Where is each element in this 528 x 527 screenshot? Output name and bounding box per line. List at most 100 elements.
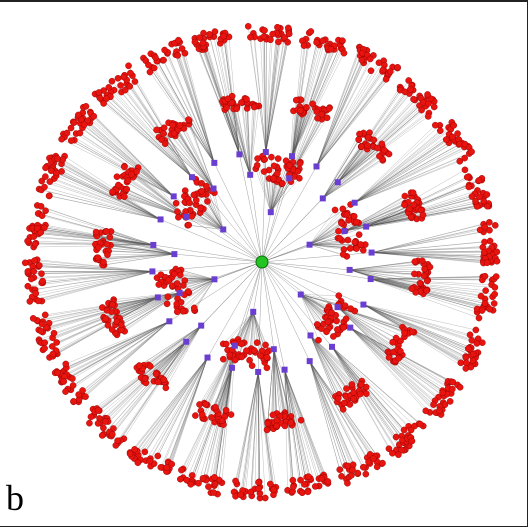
leaf-node: [175, 36, 182, 44]
edge: [110, 231, 175, 255]
leaf-node: [69, 375, 76, 382]
edge: [34, 260, 153, 272]
leaf-cluster-38: [153, 116, 193, 148]
edge: [344, 208, 410, 232]
leaf-node: [490, 300, 498, 307]
edge: [176, 203, 224, 230]
edge: [371, 229, 481, 253]
leaf-node: [178, 466, 185, 474]
hub-edge: [214, 162, 263, 263]
edge: [137, 357, 208, 460]
edge: [371, 252, 488, 263]
edge: [56, 175, 161, 220]
leaf-node: [347, 305, 354, 312]
leaf-node: [367, 67, 375, 75]
leaf-node: [358, 56, 366, 64]
leaf-node: [38, 270, 45, 278]
edge: [150, 357, 208, 467]
leaf-node: [114, 74, 122, 82]
leaf-node: [150, 64, 158, 72]
leaf-node: [127, 69, 134, 77]
edge: [265, 27, 289, 153]
edge: [349, 269, 415, 275]
edge: [54, 178, 161, 220]
edge: [33, 236, 154, 246]
leaf-node: [319, 37, 327, 44]
leaf-node: [411, 270, 418, 278]
edge: [85, 106, 174, 197]
leaf-node: [174, 208, 181, 215]
edge: [370, 278, 490, 310]
intermediate-node: [154, 294, 161, 301]
edge: [99, 97, 193, 178]
leaf-node: [192, 412, 199, 419]
leaf-node: [196, 401, 203, 408]
hub-edge: [174, 253, 263, 263]
edge-fan-8: [363, 304, 483, 369]
edge: [177, 55, 215, 163]
edge: [316, 67, 398, 167]
leaf-node: [95, 243, 102, 251]
leaf-node: [442, 136, 450, 143]
leaf-node: [114, 437, 121, 445]
edge: [309, 240, 343, 245]
leaf-node: [430, 401, 437, 408]
edge: [331, 346, 404, 451]
edge: [89, 341, 187, 424]
edge-fan-29: [349, 260, 430, 295]
edge: [149, 357, 208, 462]
leaf-node: [195, 479, 202, 487]
edge-fan-11: [309, 361, 383, 484]
edge: [371, 231, 484, 253]
edge: [371, 252, 498, 262]
edge: [273, 349, 281, 417]
intermediate-node: [211, 159, 218, 166]
edge: [239, 311, 254, 343]
leaf-node: [304, 488, 312, 496]
leaf-node: [261, 156, 268, 163]
edge: [344, 204, 414, 232]
leaf-node: [224, 95, 232, 103]
leaf-node: [90, 112, 98, 120]
edge-fan-2: [316, 47, 398, 167]
leaf-cluster-2: [356, 43, 401, 83]
leaf-node: [486, 305, 494, 313]
hub-edge: [173, 196, 263, 263]
edge: [183, 279, 215, 286]
edge: [310, 335, 354, 393]
leaf-node: [243, 95, 250, 103]
edge: [337, 306, 393, 343]
edge: [98, 253, 175, 260]
intermediate-node: [157, 216, 164, 223]
edge: [354, 122, 452, 203]
edge: [42, 271, 153, 282]
hub-edge: [261, 212, 271, 263]
leaf-node: [131, 446, 138, 453]
leaf-node: [356, 390, 364, 398]
leaf-node: [75, 391, 82, 398]
edge-fan-0: [248, 26, 290, 153]
edge: [250, 106, 257, 175]
edge: [310, 335, 367, 394]
edge: [70, 127, 174, 197]
edge: [41, 271, 153, 283]
leaf-node: [378, 140, 386, 148]
leaf-node: [469, 350, 477, 358]
leaf-node: [491, 290, 498, 298]
leaf-node: [400, 426, 408, 434]
leaf-node: [342, 315, 350, 323]
edge: [322, 143, 366, 199]
leaf-node: [349, 466, 356, 474]
edge: [354, 143, 465, 203]
edge: [168, 279, 215, 281]
edge: [284, 369, 307, 478]
edge: [106, 231, 175, 255]
leaf-node: [281, 422, 289, 430]
leaf-node: [408, 437, 416, 445]
intermediate-node: [170, 193, 177, 200]
leaf-node: [237, 491, 244, 499]
leaf-node: [463, 173, 471, 181]
intermediate-node: [306, 358, 313, 365]
edge: [371, 224, 484, 253]
edge: [37, 259, 153, 272]
